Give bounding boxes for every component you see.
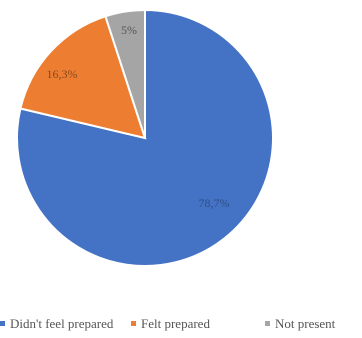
legend-item-not-present: Not present [265, 316, 336, 331]
legend-item-didnt-feel-prepared: Didn't feel prepared [0, 316, 114, 331]
legend-label: Not present [275, 316, 336, 331]
legend-swatch [0, 321, 5, 326]
slice-data-label: 78,7% [199, 196, 230, 210]
legend-label: Felt prepared [141, 316, 210, 331]
pie-slice [104, 8, 146, 139]
legend-item-felt-prepared: Felt prepared [131, 316, 210, 331]
legend-swatch [265, 321, 270, 326]
pie-slice [19, 14, 147, 140]
slice-labels: 78,7% 16,3% 5% [47, 23, 230, 210]
legend: Didn't feel prepared Felt prepared Not p… [0, 316, 336, 331]
slice-data-label: 16,3% [47, 67, 78, 81]
legend-swatch [131, 321, 136, 326]
slice-data-label: 5% [121, 23, 137, 37]
pie-slices [16, 8, 274, 267]
legend-label: Didn't feel prepared [10, 316, 114, 331]
pie-slice [16, 8, 274, 267]
